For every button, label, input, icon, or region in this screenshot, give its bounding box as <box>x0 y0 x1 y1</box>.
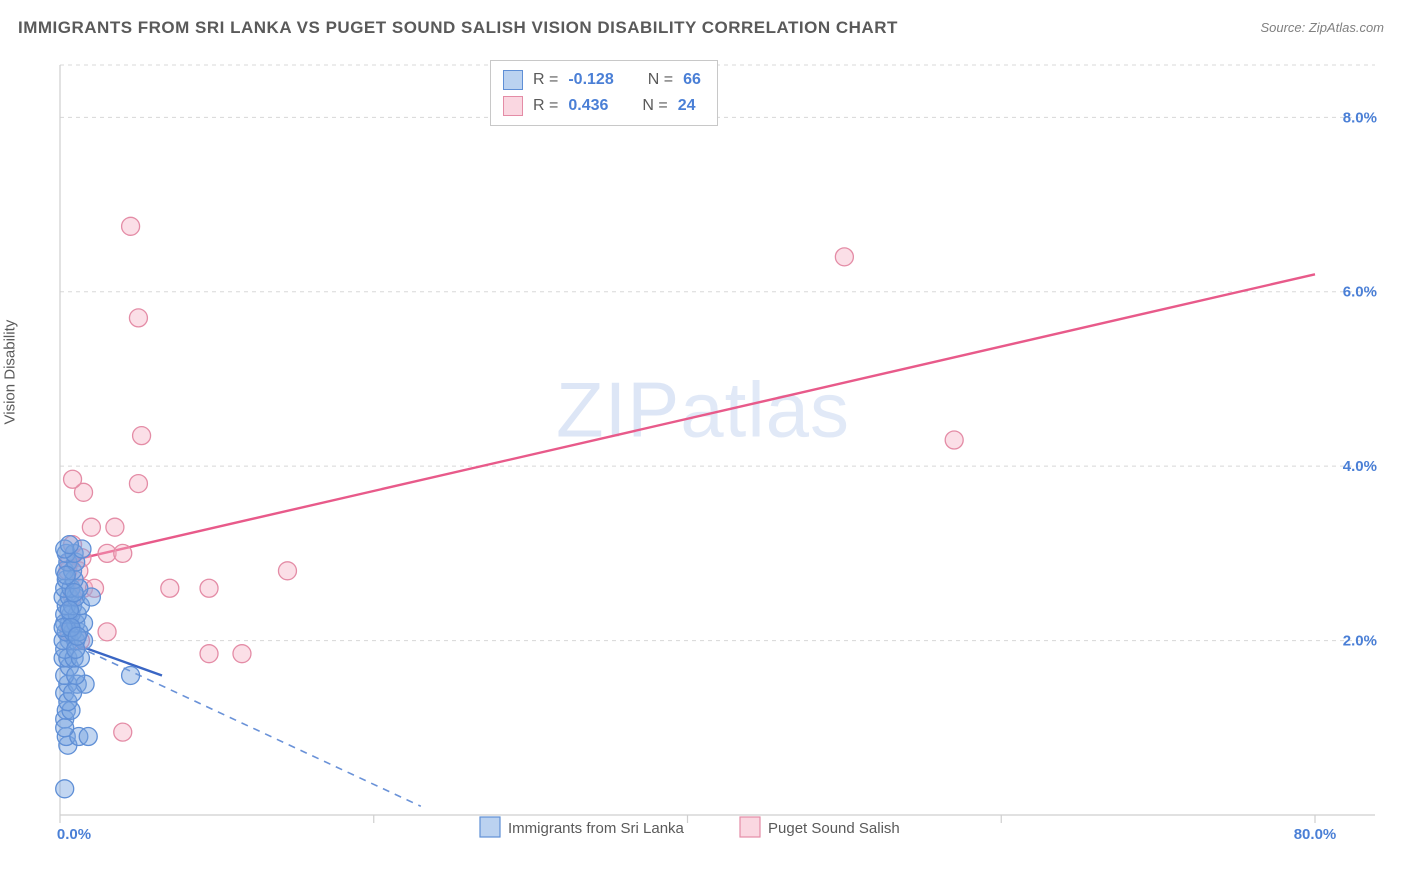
data-point-pink <box>82 518 100 536</box>
data-point-blue <box>56 780 74 798</box>
data-point-pink <box>129 309 147 327</box>
correlation-row: R = -0.128 N = 66 <box>503 67 701 93</box>
data-point-pink <box>161 579 179 597</box>
data-point-pink <box>278 562 296 580</box>
data-point-pink <box>122 217 140 235</box>
trend-blue-dashed <box>65 641 421 807</box>
legend-label: Puget Sound Salish <box>768 820 900 837</box>
data-point-pink <box>133 427 151 445</box>
data-point-blue <box>79 728 97 746</box>
y-tick-label: 4.0% <box>1343 458 1377 475</box>
scatter-plot-svg: 2.0% 4.0% 6.0% 8.0% 0.0% 80.0% Immigrants from… <box>50 55 1385 845</box>
legend-label: Immigrants from Sri Lanka <box>508 820 685 837</box>
data-point-pink <box>945 431 963 449</box>
r-value: -0.128 <box>568 67 613 93</box>
data-point-blue <box>67 666 85 684</box>
n-value: 66 <box>683 67 701 93</box>
data-point-pink <box>129 475 147 493</box>
data-point-blue <box>68 627 86 645</box>
data-point-pink <box>200 579 218 597</box>
data-point-pink <box>200 645 218 663</box>
r-label: R = <box>533 93 558 119</box>
x-tick-label: 0.0% <box>57 826 91 843</box>
data-point-blue <box>60 536 78 554</box>
correlation-row: R = 0.436 N = 24 <box>503 93 701 119</box>
y-tick-label: 6.0% <box>1343 284 1377 301</box>
correlation-box: R = -0.128 N = 66 R = 0.436 N = 24 <box>490 60 718 126</box>
data-point-pink <box>233 645 251 663</box>
data-point-blue <box>122 666 140 684</box>
n-label: N = <box>648 67 673 93</box>
data-point-pink <box>98 623 116 641</box>
data-point-blue <box>57 566 75 584</box>
data-point-blue <box>65 584 83 602</box>
data-point-pink <box>835 248 853 266</box>
chart-title: IMMIGRANTS FROM SRI LANKA VS PUGET SOUND… <box>18 18 898 38</box>
x-tick-label: 80.0% <box>1294 826 1337 843</box>
r-value: 0.436 <box>568 93 608 119</box>
y-tick-label: 8.0% <box>1343 109 1377 126</box>
swatch-pink <box>503 96 523 116</box>
data-point-blue <box>56 719 74 737</box>
legend-swatch-pink <box>740 817 760 837</box>
y-axis-label: Vision Disability <box>2 320 19 425</box>
plot-area: 2.0% 4.0% 6.0% 8.0% 0.0% 80.0% Immigrants from… <box>50 55 1385 845</box>
data-point-blue <box>60 601 78 619</box>
source-attribution: Source: ZipAtlas.com <box>1260 20 1384 35</box>
swatch-blue <box>503 70 523 90</box>
data-point-blue <box>64 684 82 702</box>
data-point-pink <box>114 723 132 741</box>
y-tick-label: 2.0% <box>1343 633 1377 650</box>
data-point-pink <box>64 470 82 488</box>
r-label: R = <box>533 67 558 93</box>
data-point-pink <box>106 518 124 536</box>
n-label: N = <box>642 93 667 119</box>
data-point-pink <box>114 544 132 562</box>
legend-swatch-blue <box>480 817 500 837</box>
n-value: 24 <box>678 93 696 119</box>
trend-pink <box>65 274 1315 562</box>
